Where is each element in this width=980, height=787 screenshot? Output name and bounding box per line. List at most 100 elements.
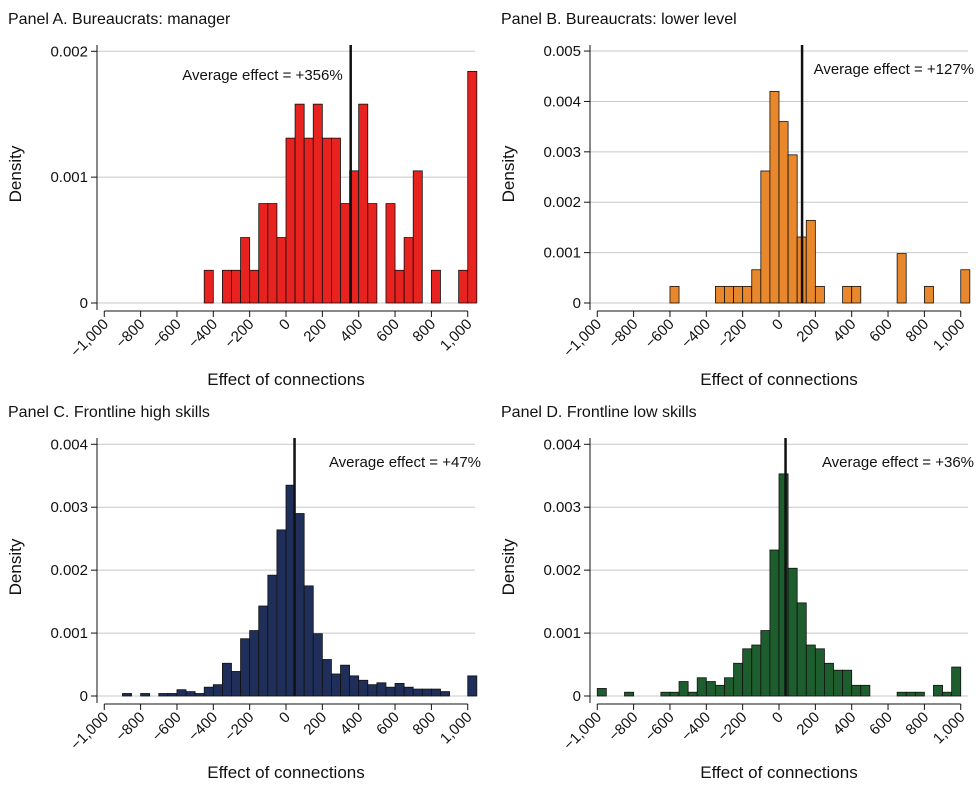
bar — [814, 285, 825, 304]
bar — [331, 673, 341, 697]
x-tick-label: −1,000 — [560, 709, 605, 754]
bar — [905, 691, 916, 697]
bar — [231, 269, 241, 304]
y-axis-label: Density — [499, 145, 518, 202]
x-tick-label: −600 — [642, 316, 678, 352]
x-tick-label: −400 — [678, 316, 714, 352]
y-tick-label: 0.003 — [543, 144, 581, 161]
x-axis-label: Effect of connections — [700, 370, 858, 389]
bar — [421, 688, 432, 697]
bar — [258, 203, 269, 304]
annotation: Average effect = +47% — [329, 454, 481, 471]
x-tick-label: 600 — [866, 709, 896, 739]
x-tick-label: −200 — [222, 316, 258, 352]
y-tick-label: 0.002 — [50, 562, 88, 579]
x-tick-label: 400 — [830, 316, 860, 346]
bar — [933, 684, 943, 697]
x-tick-label: −400 — [185, 316, 221, 352]
bar — [167, 693, 178, 697]
y-tick-label: 0 — [573, 688, 581, 705]
bar — [158, 693, 169, 697]
bar — [769, 549, 780, 697]
bar — [660, 691, 671, 697]
bar — [724, 285, 734, 304]
panel-title: Panel C. Frontline high skills — [8, 404, 210, 421]
x-tick-label: 600 — [373, 316, 403, 346]
bar — [276, 237, 287, 304]
bar — [678, 681, 689, 697]
x-tick-label: −800 — [606, 316, 642, 352]
y-tick-label: 0.002 — [543, 562, 581, 579]
x-tick-label: −800 — [113, 316, 149, 352]
bar — [769, 90, 780, 304]
x-tick-label: 800 — [409, 709, 439, 739]
bar — [896, 253, 907, 304]
panel: Panel A. Bureaucrats: manager 0 0.001 0.002… — [6, 11, 478, 389]
bar — [385, 203, 396, 304]
x-tick-label: −600 — [642, 709, 678, 745]
y-tick-label: 0.005 — [543, 43, 581, 60]
bar — [851, 684, 862, 697]
x-tick-label: 1,000 — [930, 709, 969, 748]
annotation: Average effect = +356% — [182, 67, 342, 84]
bar — [796, 602, 807, 697]
bar — [267, 203, 278, 304]
panel: Panel B. Bureaucrats: lower level 0 0.001 0… — [499, 11, 974, 389]
y-tick-label: 0.004 — [50, 436, 88, 453]
x-tick-label: 800 — [902, 709, 932, 739]
x-tick-label: −200 — [222, 709, 258, 745]
bar — [340, 664, 351, 697]
bar — [321, 137, 332, 304]
bar — [742, 648, 753, 697]
x-axis-label: Effect of connections — [207, 763, 365, 782]
y-tick-label: 0 — [80, 295, 88, 312]
x-axis-label: Effect of connections — [207, 370, 365, 389]
bar — [376, 682, 387, 697]
bar — [276, 529, 287, 697]
x-tick-label: −1,000 — [560, 316, 605, 361]
y-tick-label: 0.004 — [543, 93, 581, 110]
x-tick-label: 200 — [300, 709, 330, 739]
y-tick-label: 0.001 — [543, 245, 581, 262]
x-tick-label: 1,000 — [437, 316, 476, 355]
bar — [403, 686, 414, 697]
x-tick-label: −800 — [113, 709, 149, 745]
y-axis-label: Density — [6, 538, 25, 595]
bar — [751, 269, 762, 304]
bar — [951, 666, 962, 697]
x-tick-label: −600 — [149, 709, 185, 745]
bar — [669, 285, 680, 304]
bar — [231, 671, 241, 697]
x-tick-label: −1,000 — [67, 316, 112, 361]
bar — [467, 675, 478, 697]
x-tick-label: 400 — [830, 709, 860, 739]
bar — [367, 684, 378, 697]
x-tick-label: 0 — [769, 316, 787, 334]
bar — [742, 285, 753, 304]
y-axis-label: Density — [499, 538, 518, 595]
x-tick-label: 400 — [337, 316, 367, 346]
bar — [914, 691, 925, 697]
x-tick-label: −400 — [678, 709, 714, 745]
y-tick-label: 0.002 — [543, 194, 581, 211]
bar — [203, 686, 214, 697]
bar — [122, 693, 132, 697]
bar — [624, 691, 635, 697]
bar — [221, 269, 232, 304]
bar — [824, 662, 834, 697]
bar — [331, 137, 341, 304]
bar — [385, 686, 396, 697]
y-tick-label: 0 — [80, 688, 88, 705]
bar — [760, 170, 771, 304]
bar — [249, 269, 260, 304]
bar — [787, 567, 798, 697]
x-tick-label: 400 — [337, 709, 367, 739]
y-tick-label: 0.001 — [543, 625, 581, 642]
x-tick-label: 0 — [769, 709, 787, 727]
bar — [258, 605, 269, 697]
bar — [394, 269, 405, 304]
x-tick-label: 0 — [276, 709, 294, 727]
bar — [724, 677, 734, 697]
bar — [358, 679, 369, 697]
